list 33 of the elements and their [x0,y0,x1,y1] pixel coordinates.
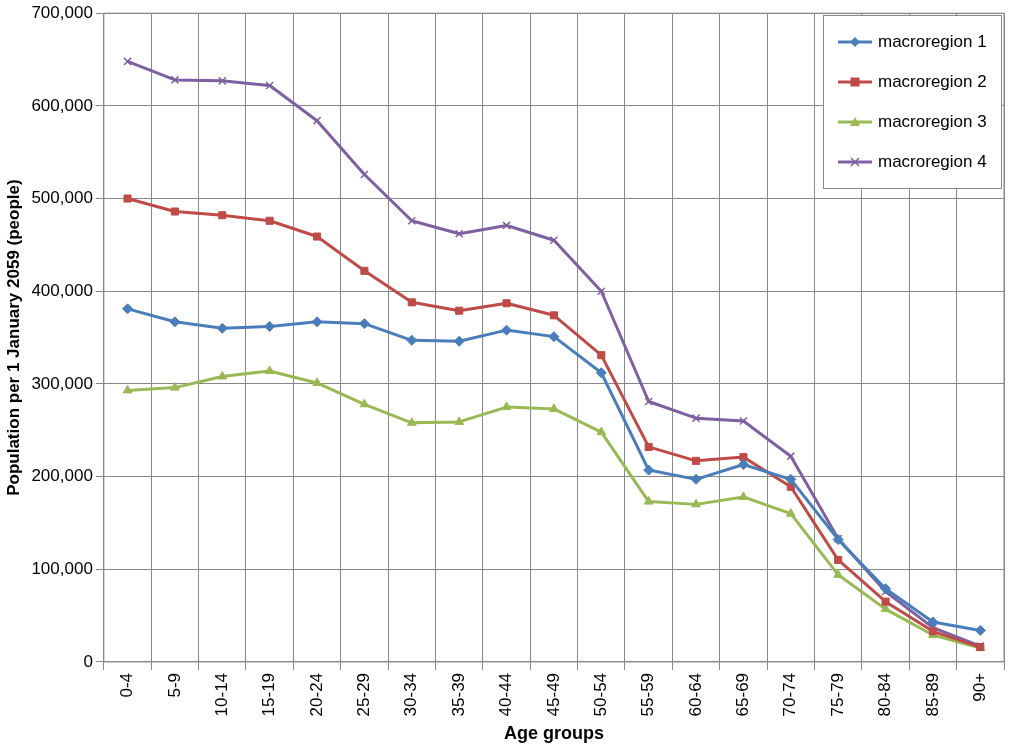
x-tick-label: 65-69 [733,672,753,717]
x-tick-label: 85-89 [922,672,942,717]
x-tick-label: 75-79 [827,672,847,717]
y-axis-title: Population per 1 January 2059 (people) [3,179,23,496]
x-tick-label: 0-4 [117,672,137,698]
x-tick-label: 50-54 [590,672,610,717]
y-tick-label: 700,000 [31,2,93,22]
x-axis-title: Age groups [503,723,604,744]
y-tick-label: 400,000 [31,280,93,300]
legend-label: macroregion 3 [878,112,987,133]
y-tick-label: 200,000 [31,466,93,486]
y-tick-label: 600,000 [31,95,93,115]
x-tick-label: 70-74 [780,672,800,717]
x-tick-label: 15-19 [259,672,279,717]
x-tick-label: 5-9 [164,672,184,698]
x-tick-label: 10-14 [211,672,231,717]
x-tick-label: 25-29 [354,672,374,717]
x-tick-label: 90+ [970,672,989,702]
x-tick-label: 40-44 [496,672,516,717]
legend-label: macroregion 1 [878,32,987,53]
x-tick-label: 20-24 [306,672,326,717]
x-tick-label: 55-59 [638,672,658,717]
x-tick-label: 35-39 [448,672,468,717]
y-tick-label: 300,000 [31,373,93,393]
legend-label: macroregion 4 [878,152,987,173]
y-tick-label: 500,000 [31,188,93,208]
x-tick-label: 45-49 [543,672,563,717]
x-tick-label: 80-84 [875,672,895,717]
legend-label: macroregion 2 [878,72,987,93]
x-tick-label: 60-64 [685,672,705,717]
y-tick-label: 0 [83,651,93,671]
y-tick-label: 100,000 [31,558,93,578]
x-tick-label: 30-34 [401,672,421,717]
